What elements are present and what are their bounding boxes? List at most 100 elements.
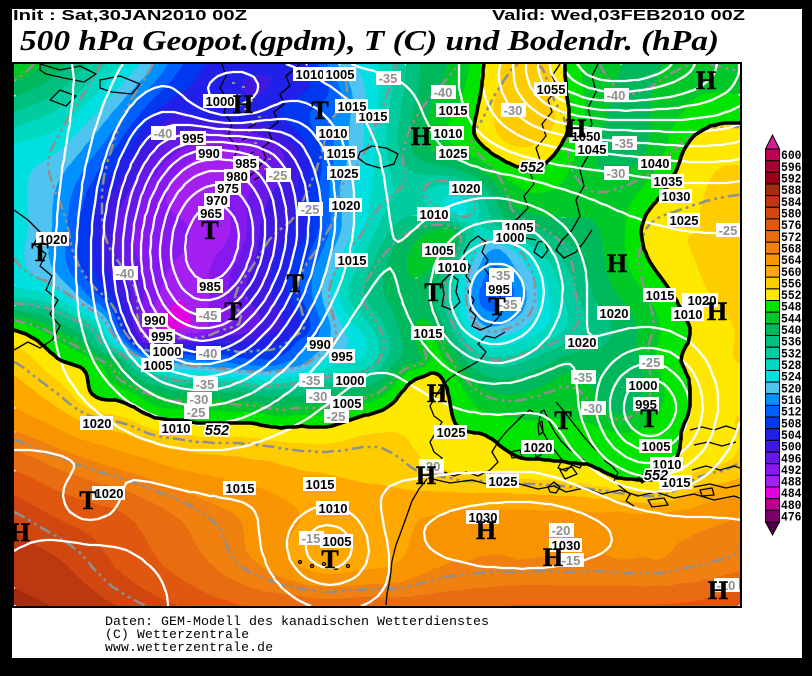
- svg-text:480: 480: [781, 498, 802, 513]
- svg-text:504: 504: [781, 428, 802, 443]
- svg-text:1020: 1020: [688, 293, 717, 308]
- svg-text:1000: 1000: [153, 344, 182, 359]
- svg-text:-40: -40: [199, 346, 218, 361]
- svg-text:1010: 1010: [296, 67, 325, 82]
- svg-text:1015: 1015: [226, 481, 255, 496]
- svg-text:H: H: [233, 90, 253, 119]
- svg-text:-10: -10: [717, 578, 736, 593]
- svg-text:1020: 1020: [568, 335, 597, 350]
- svg-text:-45: -45: [199, 308, 218, 323]
- svg-text:1005: 1005: [326, 67, 355, 82]
- svg-text:1010: 1010: [434, 126, 463, 141]
- svg-text:-35: -35: [379, 71, 398, 86]
- svg-text:980: 980: [226, 169, 248, 184]
- svg-text:1020: 1020: [83, 416, 112, 431]
- svg-text:-35: -35: [302, 373, 321, 388]
- svg-text:552: 552: [520, 160, 544, 176]
- svg-text:-35: -35: [492, 268, 511, 283]
- svg-text:H: H: [708, 576, 728, 605]
- svg-text:H: H: [543, 543, 563, 572]
- svg-text:572: 572: [781, 230, 802, 245]
- svg-text:1020: 1020: [452, 181, 481, 196]
- svg-text:576: 576: [781, 218, 802, 233]
- svg-text:552: 552: [781, 288, 802, 303]
- svg-text:985: 985: [199, 279, 221, 294]
- svg-text:965: 965: [200, 206, 222, 221]
- svg-text:532: 532: [781, 346, 802, 361]
- svg-text:1010: 1010: [674, 307, 703, 322]
- svg-text:600: 600: [781, 148, 802, 163]
- svg-text:www.wetterzentrale.de: www.wetterzentrale.de: [105, 640, 273, 655]
- svg-text:564: 564: [781, 253, 802, 268]
- svg-text:-30: -30: [584, 401, 603, 416]
- svg-text:500 hPa Geopot.(gpdm), T (C) u: 500 hPa Geopot.(gpdm), T (C) und Bodendr…: [20, 25, 719, 57]
- svg-text:1000: 1000: [496, 230, 525, 245]
- svg-text:975: 975: [217, 181, 239, 196]
- svg-text:1030: 1030: [662, 189, 691, 204]
- svg-text:1000: 1000: [336, 373, 365, 388]
- svg-text:H: H: [10, 518, 30, 547]
- svg-text:1020: 1020: [332, 198, 361, 213]
- svg-text:Init : Sat,30JAN2010 00Z: Init : Sat,30JAN2010 00Z: [13, 8, 247, 24]
- svg-text:544: 544: [781, 311, 802, 326]
- svg-text:1015: 1015: [414, 326, 443, 341]
- svg-text:1035: 1035: [654, 174, 683, 189]
- svg-text:1025: 1025: [330, 166, 359, 181]
- svg-text:596: 596: [781, 160, 802, 175]
- svg-text:1015: 1015: [662, 475, 691, 490]
- svg-text:H: H: [696, 66, 716, 95]
- svg-text:512: 512: [781, 405, 802, 420]
- svg-text:1000: 1000: [206, 94, 235, 109]
- svg-text:568: 568: [781, 241, 802, 256]
- svg-text:580: 580: [781, 207, 802, 222]
- svg-text:484: 484: [781, 486, 802, 501]
- svg-text:-15: -15: [562, 553, 581, 568]
- svg-text:-40: -40: [434, 85, 453, 100]
- svg-text:1015: 1015: [646, 288, 675, 303]
- svg-text:Daten: GEM-Modell des kanadisc: Daten: GEM-Modell des kanadischen Wetter…: [105, 614, 489, 629]
- svg-text:H: H: [607, 249, 627, 278]
- svg-text:1020: 1020: [95, 486, 124, 501]
- svg-text:492: 492: [781, 463, 802, 478]
- svg-text:995: 995: [635, 397, 657, 412]
- svg-text:1010: 1010: [319, 126, 348, 141]
- svg-text:T: T: [321, 545, 338, 574]
- svg-text:592: 592: [781, 172, 802, 187]
- svg-text:990: 990: [309, 337, 331, 352]
- svg-text:-30: -30: [607, 166, 626, 181]
- svg-text:T: T: [424, 278, 441, 307]
- svg-text:H: H: [566, 114, 586, 143]
- svg-text:-25: -25: [327, 409, 346, 424]
- svg-text:1010: 1010: [420, 207, 449, 222]
- svg-text:T: T: [554, 406, 571, 435]
- svg-text:1005: 1005: [323, 534, 352, 549]
- svg-text:1020: 1020: [600, 306, 629, 321]
- svg-text:1020: 1020: [524, 440, 553, 455]
- svg-text:516: 516: [781, 393, 802, 408]
- svg-text:528: 528: [781, 358, 802, 373]
- svg-text:T: T: [201, 216, 218, 245]
- svg-text:1045: 1045: [578, 142, 607, 157]
- svg-text:T: T: [488, 292, 505, 321]
- svg-text:1015: 1015: [338, 253, 367, 268]
- svg-text:588: 588: [781, 183, 802, 198]
- svg-text:488: 488: [781, 475, 802, 490]
- svg-text:1005: 1005: [333, 396, 362, 411]
- svg-text:H: H: [416, 461, 436, 490]
- svg-text:-25: -25: [642, 355, 661, 370]
- svg-text:1015: 1015: [306, 477, 335, 492]
- svg-text:-30: -30: [504, 103, 523, 118]
- svg-text:1005: 1005: [642, 439, 671, 454]
- svg-text:556: 556: [781, 276, 802, 291]
- svg-text:508: 508: [781, 416, 802, 431]
- svg-text:1010: 1010: [438, 260, 467, 275]
- svg-text:T: T: [224, 297, 241, 326]
- svg-text:1005: 1005: [425, 243, 454, 258]
- svg-text:540: 540: [781, 323, 802, 338]
- svg-text:-35: -35: [574, 370, 593, 385]
- svg-text:1055: 1055: [537, 82, 566, 97]
- svg-text:1040: 1040: [641, 156, 670, 171]
- svg-text:524: 524: [781, 370, 802, 385]
- svg-text:-35: -35: [615, 136, 634, 151]
- svg-text:-35: -35: [499, 297, 518, 312]
